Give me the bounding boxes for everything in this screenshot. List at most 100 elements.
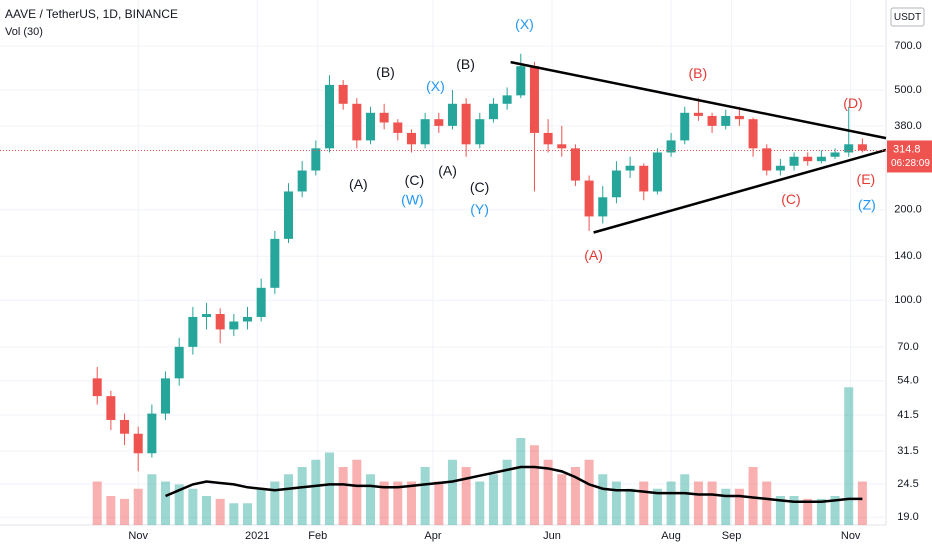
candle-body [611, 170, 621, 198]
candle-body [721, 115, 731, 126]
volume-bar [693, 481, 703, 525]
candle-body [420, 119, 430, 145]
candle-body [461, 103, 471, 145]
countdown: 06:28:09 [891, 158, 930, 169]
y-tick-label: 380.0 [894, 120, 922, 132]
y-tick-label: 100.0 [894, 294, 922, 306]
currency[interactable]: USDT [894, 12, 921, 23]
volume-bar [283, 474, 294, 525]
volume-bar [557, 474, 567, 525]
volume-bar [707, 481, 717, 525]
volume-bar [120, 498, 130, 525]
x-tick-label: Apr [424, 530, 441, 542]
candle-body [338, 84, 348, 104]
wave-label: (X) [515, 16, 534, 32]
y-tick-label: 41.5 [897, 409, 918, 421]
candle-body [120, 419, 130, 434]
candle-body [202, 314, 212, 317]
wave-label: (X) [426, 78, 445, 94]
candle-body [502, 95, 512, 104]
volume-bar [803, 498, 813, 525]
candle-body [324, 84, 335, 149]
candle-body [352, 103, 362, 141]
volume-bar [92, 481, 102, 525]
x-tick-label: 2021 [245, 530, 269, 542]
candle-body [393, 122, 403, 133]
candle-body [584, 180, 594, 217]
volume-bar [147, 474, 157, 525]
volume-bar [133, 488, 143, 525]
volume-bar [365, 474, 375, 525]
volume-bar [652, 488, 662, 525]
volume-bar [106, 496, 116, 525]
volume-bar [775, 496, 785, 525]
x-tick-label: Jun [543, 530, 561, 542]
currency-box[interactable] [890, 7, 925, 27]
volume-bar [516, 438, 526, 525]
wave-label: (A) [584, 247, 603, 263]
wave-label: (W) [401, 192, 424, 208]
candle-body [106, 396, 116, 420]
volume-bar [734, 488, 744, 525]
chart-title: AAVE / TetherUS, 1D, BINANCE [5, 7, 178, 21]
volume-bar [488, 474, 498, 525]
trendline [510, 60, 887, 140]
candle-body [297, 170, 307, 192]
candle-body [161, 378, 171, 414]
volume-bar [311, 459, 321, 525]
wave-label: (C) [470, 179, 489, 195]
volume-bar [844, 387, 854, 525]
candle-body [707, 115, 717, 126]
last-price-label: 314.8 [893, 143, 921, 155]
volume-bar [256, 488, 266, 525]
wave-label: (A) [438, 163, 457, 179]
x-tick-label: Nov [128, 530, 148, 542]
candle-body [270, 238, 280, 288]
volume-bar [215, 498, 225, 525]
volume-ma-line [165, 465, 863, 504]
candles [92, 53, 867, 472]
candle-body [365, 112, 375, 141]
candle-body [229, 321, 239, 330]
wave-label: (Z) [858, 197, 876, 213]
wave-label: (Y) [470, 201, 489, 217]
candle-body [762, 148, 772, 171]
volume-bar [666, 481, 676, 525]
candle-body [92, 378, 102, 397]
x-tick-label: Sep [722, 530, 742, 542]
volume-bar [297, 467, 307, 525]
volume-bar [598, 474, 608, 525]
volume-bar [352, 459, 362, 525]
volume-bar [584, 459, 594, 525]
volume-bar [406, 481, 416, 525]
volume-bar [202, 496, 212, 525]
volume-bar [748, 467, 758, 525]
volume-bar [816, 498, 826, 525]
volume-bar [434, 481, 444, 525]
candle-body [475, 119, 485, 145]
y-tick-label: 70.0 [897, 341, 918, 353]
candle-body [598, 197, 608, 217]
x-tick-label: Aug [661, 530, 681, 542]
candle-body [789, 156, 799, 166]
y-tick-label: 200.0 [894, 204, 922, 216]
volume-bar [174, 484, 184, 525]
volume-bar [543, 459, 553, 525]
candle-body [311, 148, 321, 171]
candle-body [625, 165, 635, 171]
candle-body [775, 165, 785, 171]
volume-bar [611, 481, 621, 525]
wave-label: (B) [456, 56, 475, 72]
volume-title: Vol (30) [5, 26, 43, 38]
wave-label: (D) [843, 95, 862, 111]
volume-bar [789, 496, 799, 525]
volume-bar [161, 481, 171, 525]
volume-bar [680, 474, 690, 525]
candle-body [734, 115, 744, 120]
trendline [593, 148, 887, 234]
candle-body [543, 132, 553, 145]
y-tick-label: 31.5 [897, 445, 918, 457]
volume-bar [830, 496, 840, 525]
candle-body [283, 191, 294, 239]
